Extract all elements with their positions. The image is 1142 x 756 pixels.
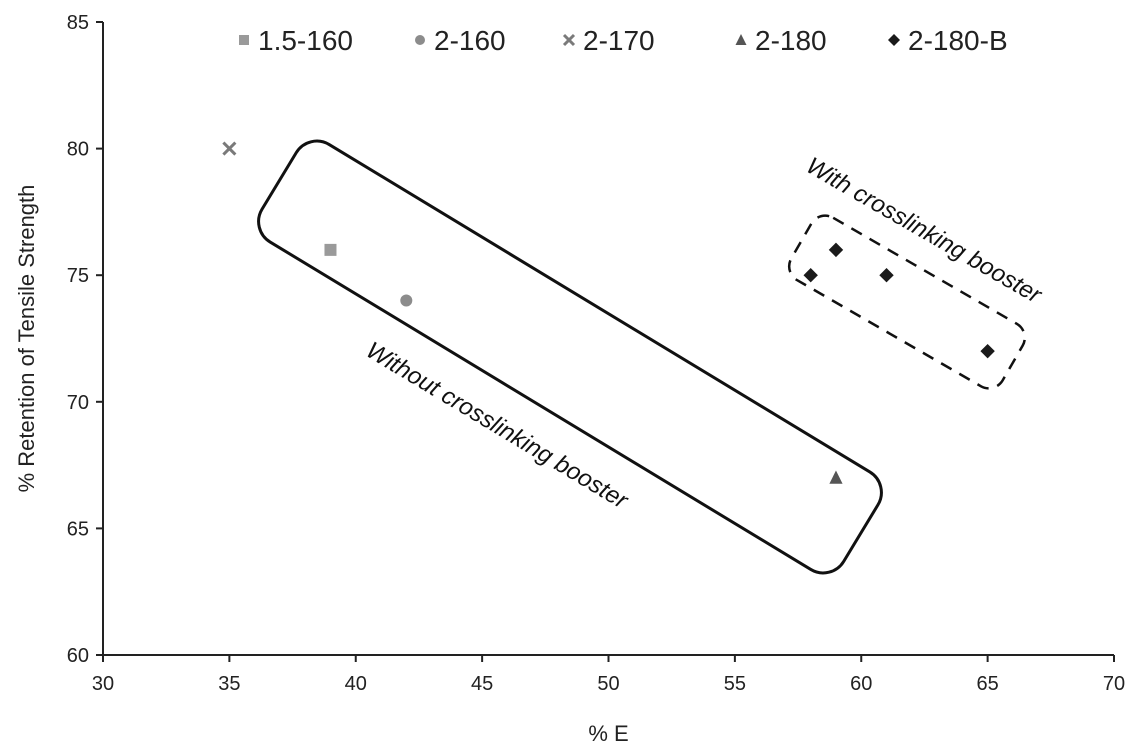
with-booster-label: With crosslinking booster [802, 152, 1047, 309]
y-tick-label: 80 [67, 139, 89, 161]
data-point-2-170 [222, 141, 237, 156]
y-tick-label: 85 [67, 12, 89, 34]
x-tick-label: 65 [977, 673, 999, 695]
legend-label-1-5-160: 1.5-160 [258, 25, 353, 56]
x-tick-label: 45 [471, 673, 493, 695]
legend-marker-2-180-b [888, 34, 900, 46]
data-point-1-5-160 [324, 243, 337, 256]
y-tick-label: 75 [67, 265, 89, 287]
x-tick-label: 35 [218, 673, 240, 695]
with-booster-enclosure [787, 214, 1027, 390]
legend-marker-2-160 [415, 35, 425, 45]
legend-marker-2-170 [562, 33, 576, 47]
x-marker-stroke [562, 33, 576, 47]
data-point-2-180-b [980, 343, 995, 359]
x-tick-label: 60 [850, 673, 872, 695]
data-point-2-160 [400, 294, 413, 307]
data-point-2-180 [829, 470, 843, 484]
x-tick-label: 30 [92, 673, 114, 695]
legend-label-2-170: 2-170 [583, 25, 655, 56]
data-point-2-180-b [879, 268, 894, 283]
x-tick-label: 50 [597, 673, 619, 695]
x-axis-title: % E [588, 721, 628, 746]
x-tick-label: 40 [345, 673, 367, 695]
data-points [222, 141, 995, 484]
y-tick-label: 65 [67, 518, 89, 540]
x-marker-stroke [222, 141, 237, 156]
x-tick-label: 55 [724, 673, 746, 695]
annotations: Without crosslinking booster With crossl… [257, 139, 1047, 575]
without-booster-label: Without crosslinking booster [361, 337, 633, 515]
legend-marker-2-180 [735, 34, 747, 45]
legend-label-2-180: 2-180 [755, 25, 827, 56]
axes: 30 35 40 45 50 55 60 65 70 60 65 70 75 80 85 % E % Reten… [14, 12, 1125, 746]
without-booster-enclosure [257, 139, 883, 575]
data-point-2-180-b [803, 268, 818, 283]
data-point-2-180-b [828, 242, 844, 258]
legend-label-2-160: 2-160 [434, 25, 506, 56]
y-axis-title: % Retention of Tensile Strength [14, 185, 39, 493]
y-tick-label: 60 [67, 645, 89, 667]
legend-marker-1-5-160 [239, 35, 249, 45]
legend-label-2-180-b: 2-180-B [908, 25, 1008, 56]
y-tick-label: 70 [67, 392, 89, 414]
x-tick-label: 70 [1103, 673, 1125, 695]
legend: 1.5-160 2-160 2-170 2-180 2-180-B [239, 25, 1008, 56]
